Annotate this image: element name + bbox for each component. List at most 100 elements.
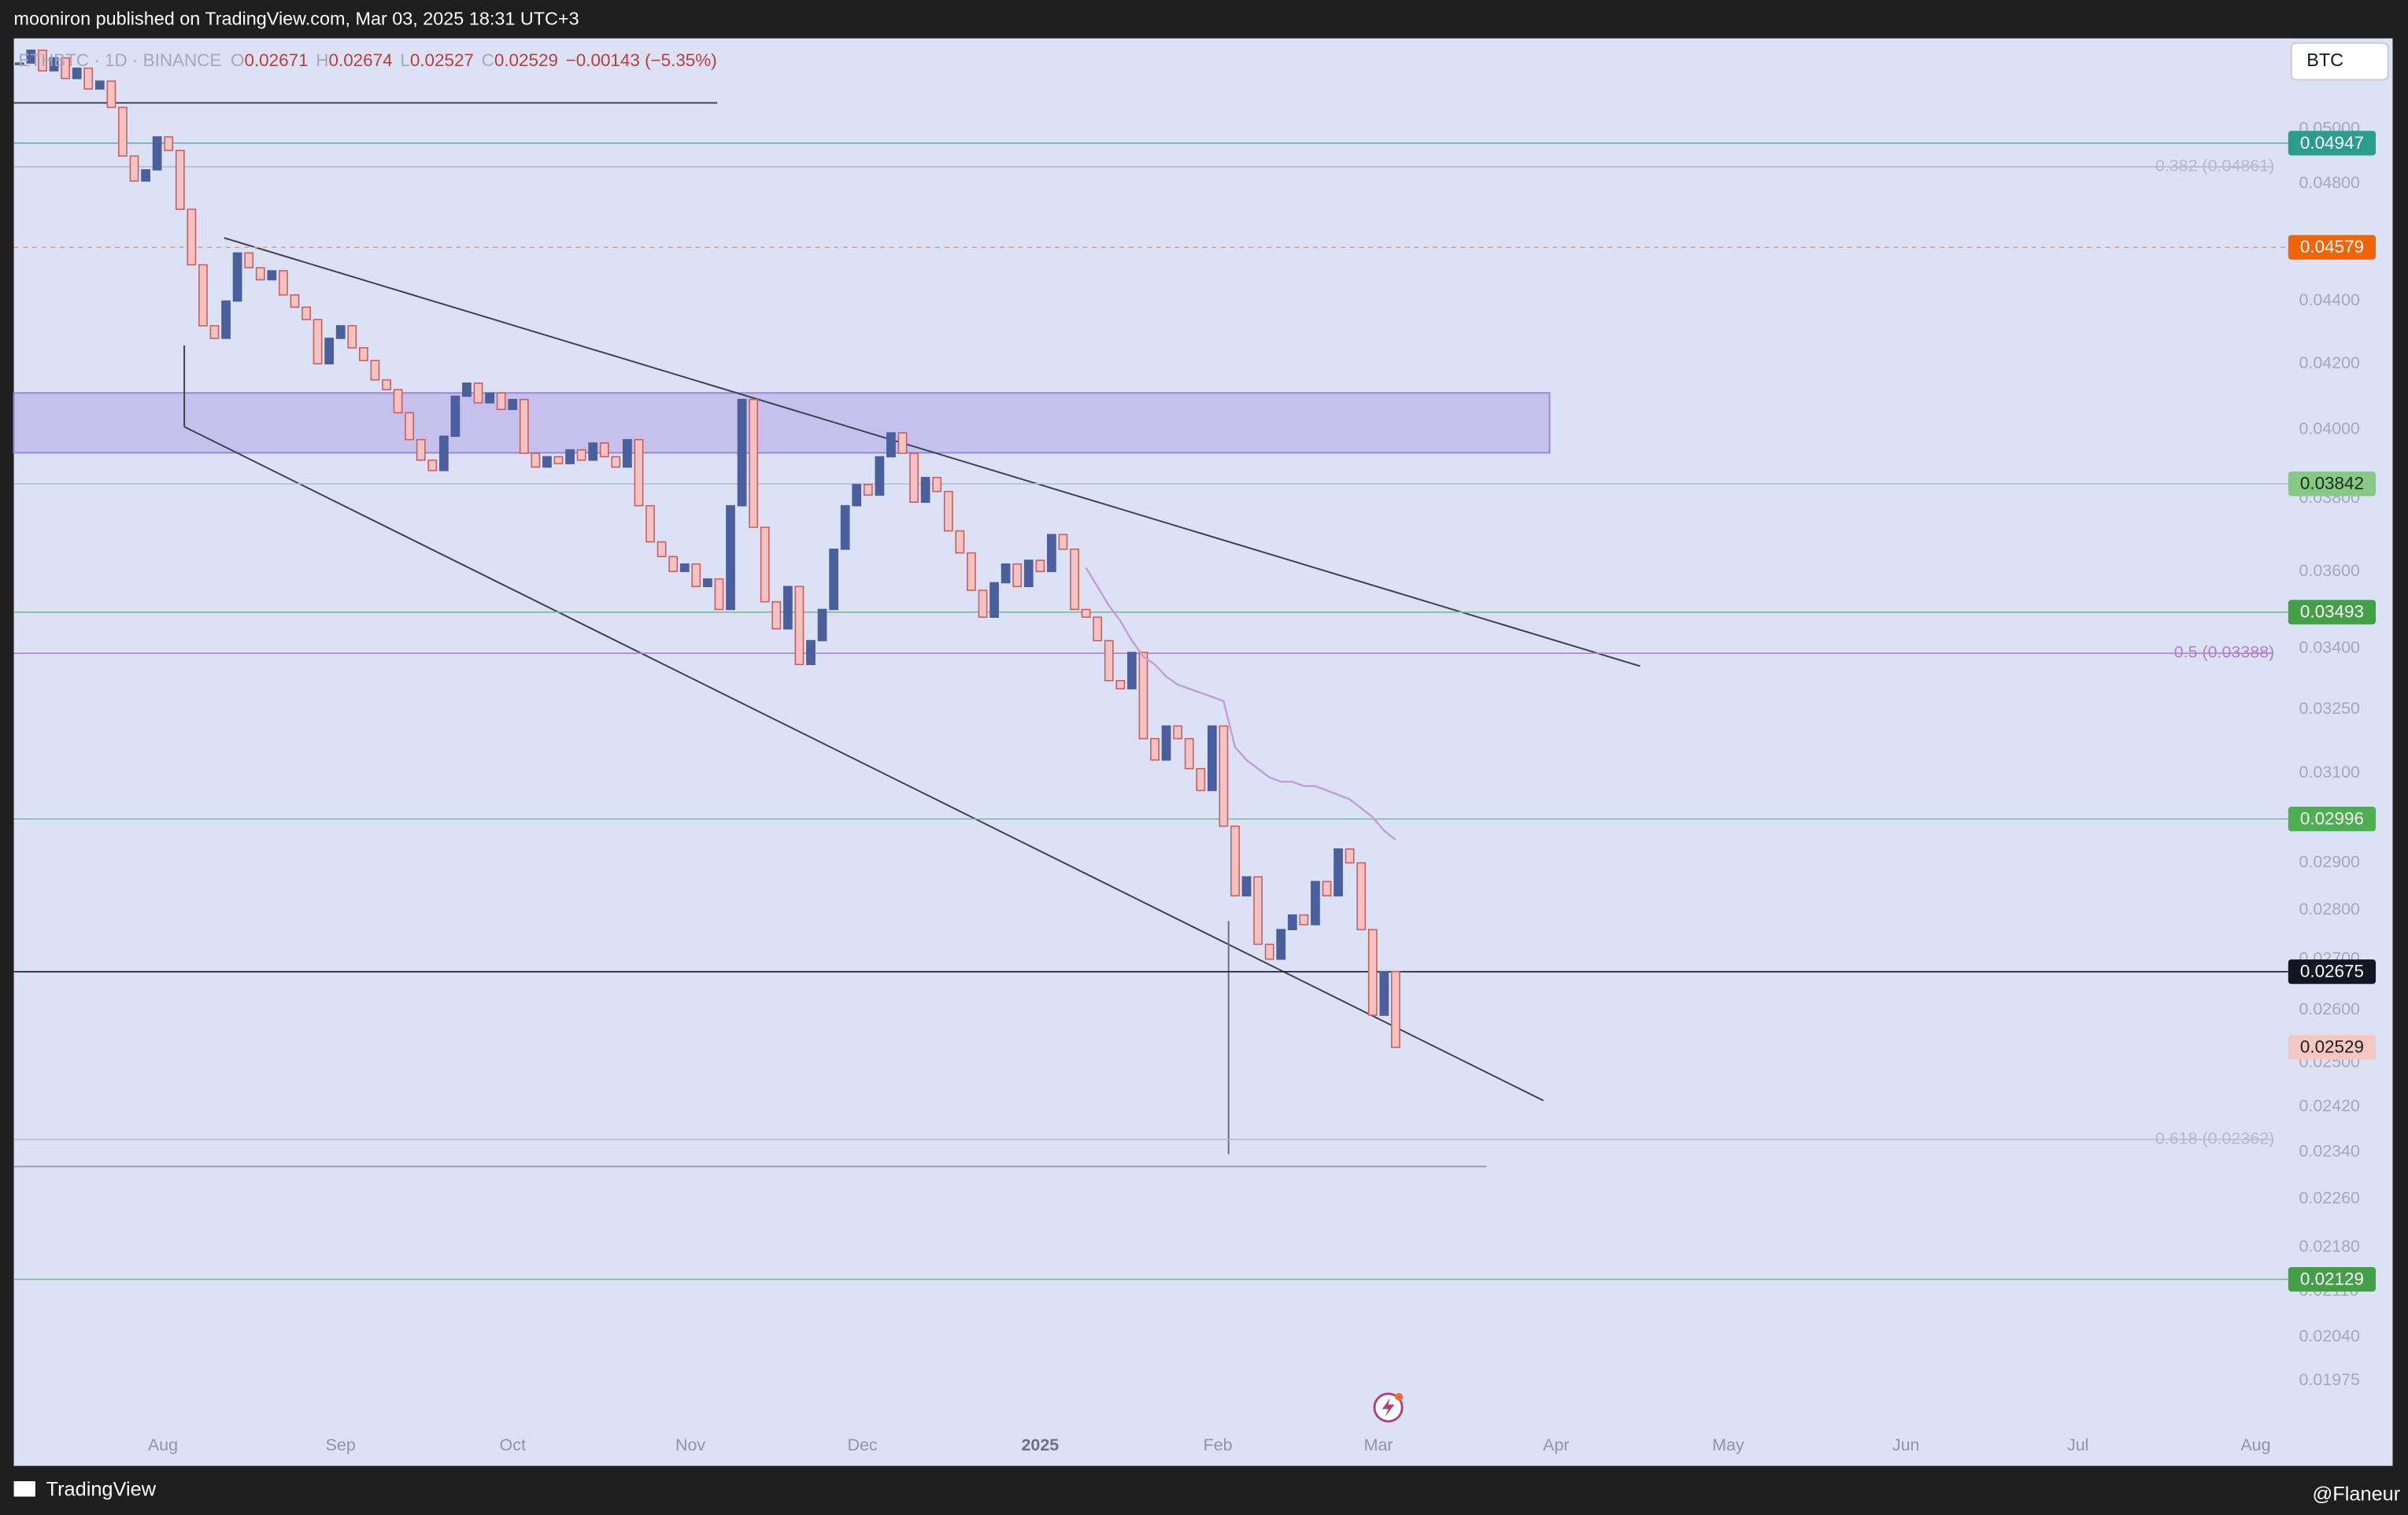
candle (806, 640, 816, 666)
candle (14, 62, 24, 65)
candle (782, 586, 793, 630)
candle (152, 136, 162, 171)
compare-button[interactable] (2290, 42, 2389, 81)
y-tick-label: 0.02420 (2299, 1096, 2360, 1115)
candle (1219, 725, 1229, 827)
moving-average (1085, 567, 1396, 841)
candle (771, 600, 782, 630)
y-tick-label: 0.03400 (2299, 638, 2360, 657)
candle (1001, 563, 1011, 584)
candle (198, 264, 208, 327)
fib-label: 0.5 (0.03388) (2174, 643, 2275, 662)
candle (909, 453, 919, 503)
candle (542, 456, 552, 468)
candle (1230, 826, 1240, 896)
trendline (224, 237, 1640, 667)
candle (1058, 534, 1068, 550)
price-label-box (2288, 471, 2377, 497)
candle (565, 449, 575, 464)
candle (978, 589, 988, 618)
candle (438, 435, 449, 471)
candle (519, 398, 529, 454)
candle (588, 442, 598, 461)
candle (244, 252, 254, 269)
trendline (183, 426, 1544, 1102)
candle (462, 382, 472, 397)
legend-value: 0.02671 (244, 50, 308, 70)
candle (829, 549, 839, 611)
candle (301, 306, 311, 320)
candle (290, 294, 300, 309)
candle (737, 398, 747, 507)
candle (141, 169, 150, 182)
y-tick-label: 0.04400 (2299, 290, 2360, 309)
candle (531, 453, 541, 468)
candle (1161, 725, 1171, 761)
candle (1253, 876, 1263, 945)
candle (691, 563, 701, 588)
candle (313, 319, 323, 364)
candle (347, 325, 357, 349)
x-tick-label: Jul (2067, 1436, 2088, 1454)
candle (875, 456, 885, 496)
x-tick-label: Nov (675, 1436, 705, 1454)
candle (382, 379, 391, 390)
x-tick-label: Aug (148, 1436, 178, 1454)
author: @Flaneur (2313, 1483, 2401, 1505)
candle (553, 456, 564, 464)
candle (49, 57, 59, 72)
legend-letter: L (400, 50, 409, 70)
candle (863, 483, 873, 496)
candle (726, 504, 735, 611)
legend-value: 0.02527 (410, 50, 474, 70)
candle (749, 398, 759, 528)
candle (335, 325, 346, 339)
candle (1023, 560, 1034, 588)
candle (886, 432, 896, 458)
x-tick-label: May (1712, 1436, 1744, 1454)
plot-background (13, 38, 2393, 1466)
candle (496, 392, 506, 411)
x-tick-label: 2025 (1021, 1436, 1059, 1454)
candle (61, 57, 70, 79)
candle (405, 412, 415, 441)
candle (1196, 767, 1206, 792)
candle (26, 50, 36, 64)
candle (1333, 848, 1343, 896)
series-layer: 0.050000.048000.044000.042000.040000.038… (13, 50, 2377, 1454)
candle (1150, 737, 1160, 761)
candle (450, 395, 461, 438)
candle (1173, 725, 1183, 740)
candle (279, 270, 288, 296)
y-tick-label: 0.02340 (2299, 1141, 2360, 1160)
y-tick-label: 0.02900 (2299, 852, 2360, 871)
price-label-box (2288, 600, 2377, 625)
candle (943, 490, 953, 532)
y-tick-label: 0.04800 (2299, 173, 2360, 192)
price-label: 0.02529 (2300, 1037, 2364, 1057)
y-tick-label: 0.02800 (2299, 900, 2360, 918)
candle (840, 504, 850, 550)
candle (1287, 914, 1297, 930)
candle (611, 456, 621, 468)
fib-label: 0.618 (0.02362) (2155, 1129, 2274, 1147)
candle (1035, 560, 1045, 572)
legend-letter: C (482, 50, 494, 70)
candle (1322, 881, 1332, 896)
candle (817, 608, 827, 641)
zone (13, 392, 1551, 454)
y-tick-label: 0.03250 (2299, 699, 2360, 718)
candle (209, 325, 220, 339)
candle (897, 432, 908, 454)
candle (703, 578, 712, 588)
price-label: 0.02996 (2300, 809, 2364, 829)
candle (118, 106, 128, 157)
price-label: 0.02129 (2300, 1269, 2364, 1288)
event-icon (1373, 1392, 1404, 1423)
y-tick-label: 0.03100 (2299, 763, 2360, 782)
candle (427, 459, 438, 471)
candle (106, 80, 117, 109)
compare-button-label[interactable]: BTC (2306, 50, 2343, 70)
candle (989, 582, 999, 618)
price-label: 0.02675 (2300, 962, 2364, 981)
